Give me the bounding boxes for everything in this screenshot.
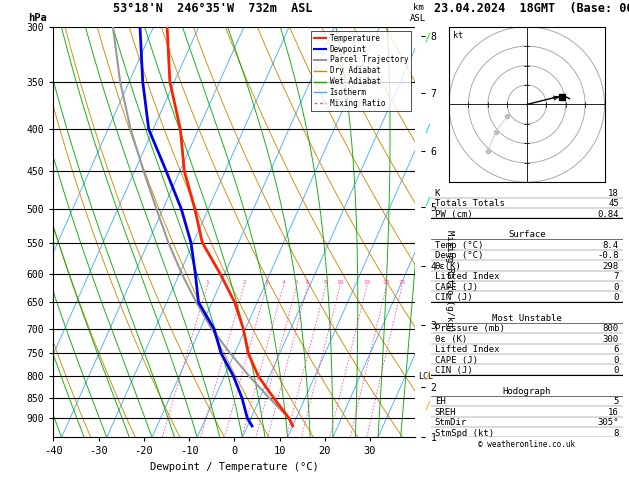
Text: /: /	[425, 401, 430, 411]
Text: Lifted Index: Lifted Index	[435, 345, 499, 354]
Text: 16: 16	[608, 408, 619, 417]
Text: 5: 5	[613, 397, 619, 406]
Text: 3: 3	[265, 280, 269, 285]
Text: SREH: SREH	[435, 408, 456, 417]
Text: 8: 8	[324, 280, 328, 285]
Text: 18: 18	[608, 189, 619, 198]
Text: Temp (°C): Temp (°C)	[435, 241, 483, 250]
Text: 53°18'N  246°35'W  732m  ASL: 53°18'N 246°35'W 732m ASL	[113, 1, 313, 15]
Text: 5: 5	[295, 280, 299, 285]
Text: 45: 45	[608, 199, 619, 208]
Text: 8.4: 8.4	[603, 241, 619, 250]
Text: 0: 0	[613, 293, 619, 302]
Text: 300: 300	[603, 335, 619, 344]
Text: PW (cm): PW (cm)	[435, 209, 472, 219]
Text: -0.8: -0.8	[598, 251, 619, 260]
Text: 305°: 305°	[598, 418, 619, 427]
X-axis label: Dewpoint / Temperature (°C): Dewpoint / Temperature (°C)	[150, 462, 319, 472]
Text: 4: 4	[282, 280, 286, 285]
Text: 0: 0	[613, 282, 619, 292]
Text: 0.84: 0.84	[598, 209, 619, 219]
Text: 8: 8	[613, 429, 619, 437]
Text: 800: 800	[603, 324, 619, 333]
Text: 25: 25	[398, 280, 406, 285]
Text: hPa: hPa	[28, 13, 47, 23]
Text: 7: 7	[613, 272, 619, 281]
Text: kt: kt	[453, 32, 463, 40]
Text: 6: 6	[613, 345, 619, 354]
Text: θε (K): θε (K)	[435, 335, 467, 344]
Text: CAPE (J): CAPE (J)	[435, 356, 477, 364]
Text: Surface: Surface	[508, 230, 545, 240]
Text: CIN (J): CIN (J)	[435, 293, 472, 302]
Text: 23.04.2024  18GMT  (Base: 06): 23.04.2024 18GMT (Base: 06)	[434, 1, 629, 15]
Text: 10: 10	[337, 280, 344, 285]
Text: CAPE (J): CAPE (J)	[435, 282, 477, 292]
Text: km
ASL: km ASL	[410, 3, 426, 23]
Text: Dewp (°C): Dewp (°C)	[435, 251, 483, 260]
Text: Mixing Ratio (g/kg): Mixing Ratio (g/kg)	[445, 230, 454, 332]
Text: EH: EH	[435, 397, 445, 406]
Text: LCL: LCL	[418, 372, 433, 381]
Text: 6: 6	[306, 280, 310, 285]
Text: θε(K): θε(K)	[435, 261, 462, 271]
Text: 1: 1	[206, 280, 209, 285]
Text: Pressure (mb): Pressure (mb)	[435, 324, 504, 333]
Text: Totals Totals: Totals Totals	[435, 199, 504, 208]
Text: Lifted Index: Lifted Index	[435, 272, 499, 281]
Text: 0: 0	[613, 366, 619, 375]
Legend: Temperature, Dewpoint, Parcel Trajectory, Dry Adiabat, Wet Adiabat, Isotherm, Mi: Temperature, Dewpoint, Parcel Trajectory…	[311, 31, 411, 111]
Text: 15: 15	[364, 280, 370, 285]
Text: StmSpd (kt): StmSpd (kt)	[435, 429, 494, 437]
Text: /: /	[425, 371, 430, 381]
Text: /: /	[425, 34, 430, 43]
Text: Hodograph: Hodograph	[503, 387, 551, 396]
Text: 0: 0	[613, 356, 619, 364]
Text: Most Unstable: Most Unstable	[492, 314, 562, 323]
Text: /: /	[425, 124, 430, 134]
Text: K: K	[435, 189, 440, 198]
Text: 298: 298	[603, 261, 619, 271]
Text: 2: 2	[242, 280, 246, 285]
Text: © weatheronline.co.uk: © weatheronline.co.uk	[478, 440, 576, 449]
Text: CIN (J): CIN (J)	[435, 366, 472, 375]
Text: StmDir: StmDir	[435, 418, 467, 427]
Text: 20: 20	[383, 280, 391, 285]
Text: /: /	[425, 196, 430, 207]
